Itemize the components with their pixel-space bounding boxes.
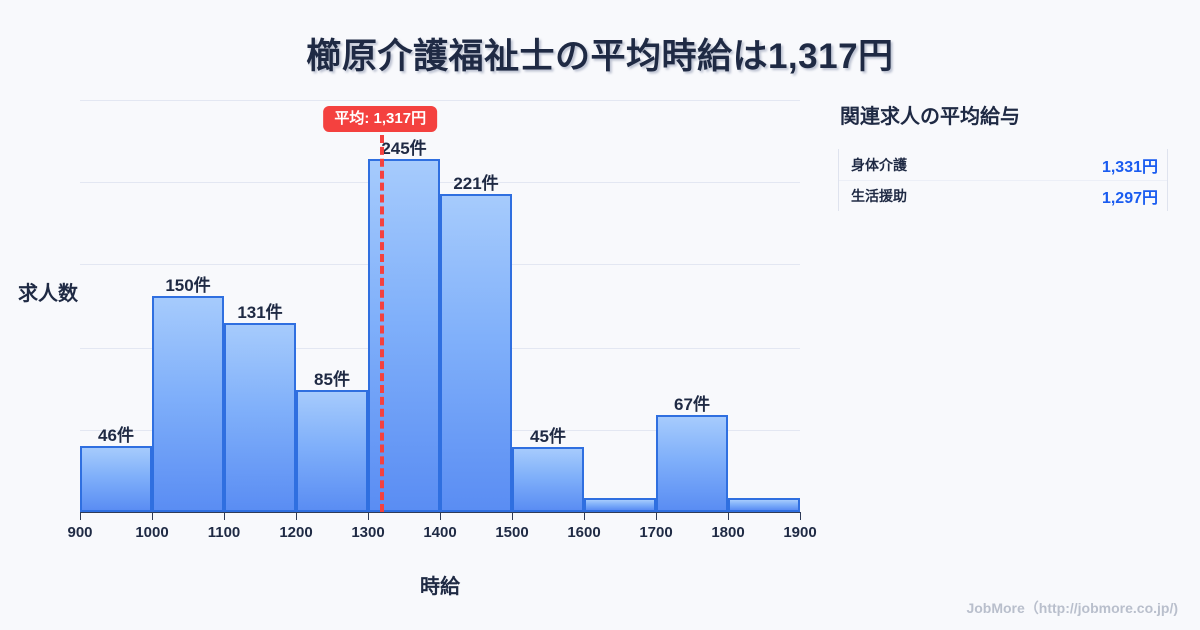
bar-value-label: 85件 [314, 369, 350, 389]
bar-value-label: 67件 [674, 395, 710, 415]
x-axis-tick [296, 512, 297, 520]
table-row: 生活援助 1,297円 [839, 180, 1167, 211]
x-axis-tick-label: 1900 [783, 524, 817, 541]
x-axis-tick-label: 1200 [279, 524, 313, 541]
x-axis-tick-label: 1100 [207, 524, 241, 541]
x-axis-tick [80, 512, 81, 520]
related-salary-title: 関連求人の平均給与 [840, 106, 1020, 128]
histogram-bar [512, 447, 584, 512]
x-axis-tick-label: 1600 [567, 524, 601, 541]
histogram-bar [584, 497, 656, 512]
related-salary-table: 身体介護 1,331円生活援助 1,297円 [838, 149, 1168, 211]
histogram-bar [728, 497, 800, 512]
table-row-value: 1,331円 [1101, 158, 1158, 176]
x-axis-label: 時給 [420, 576, 460, 598]
related-salary-panel: 関連求人の平均給与 身体介護 1,331円生活援助 1,297円 [838, 100, 1168, 211]
histogram-bar [440, 193, 512, 512]
x-axis-tick-label: 1000 [135, 524, 169, 541]
bar-value-label: 45件 [530, 427, 566, 447]
x-axis-tick [584, 512, 585, 520]
table-row-name: 生活援助 [851, 188, 907, 204]
bar-value-label: 150件 [165, 275, 211, 295]
x-axis-tick [656, 512, 657, 520]
watermark: JobMore（http://jobmore.co.jp/) [966, 600, 1178, 616]
gridline [80, 182, 800, 184]
x-axis-tick [440, 512, 441, 520]
table-row: 身体介護 1,331円 [839, 149, 1167, 180]
histogram-bar [224, 323, 296, 512]
histogram-bar [656, 415, 728, 512]
bar-value-label: 46件 [98, 425, 134, 445]
bar-value-label: 131件 [237, 303, 283, 323]
y-axis-label: 求人数 [18, 283, 78, 305]
gridline [80, 100, 800, 101]
histogram-bar [80, 445, 152, 512]
x-axis-tick-label: 900 [67, 524, 93, 541]
average-badge: 平均: 1,317円 [323, 106, 438, 132]
x-axis-tick [224, 512, 225, 520]
x-axis-tick-label: 1400 [423, 524, 457, 541]
bar-value-label: 245件 [381, 139, 427, 159]
plot-area: 46件 150件 131件 85件 245件 221件 45件 67件 900 1000 1100 1… [67, 100, 817, 541]
page-title: 櫛原介護福祉士の平均時給は1,317円 [306, 37, 894, 76]
x-axis-tick-label: 1700 [639, 524, 673, 541]
table-row-value: 1,297円 [1101, 190, 1158, 207]
bar-value-label: 221件 [453, 173, 499, 193]
x-axis-tick [512, 512, 513, 520]
average-line [380, 135, 385, 512]
x-axis-tick-label: 1500 [495, 524, 529, 541]
x-axis-tick [728, 512, 729, 520]
histogram-bar [368, 159, 440, 512]
x-axis-tick [368, 512, 369, 520]
x-axis-tick-label: 1800 [711, 524, 745, 541]
x-axis-tick [800, 512, 801, 520]
histogram-bar [152, 295, 224, 512]
x-axis-tick [152, 512, 153, 520]
histogram-bar [296, 389, 368, 512]
table-row-name: 身体介護 [851, 156, 907, 173]
x-axis-tick-label: 1300 [351, 524, 385, 541]
histogram-chart: 求人数 46件 150件 131件 85件 245件 221件 45件 67件 900 1000 1… [18, 100, 817, 598]
